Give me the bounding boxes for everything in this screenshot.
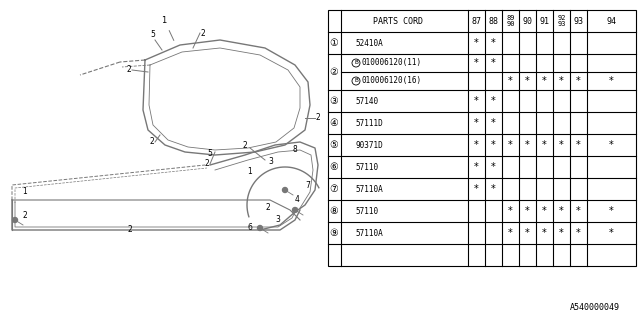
Text: 57110A: 57110A xyxy=(355,185,383,194)
Text: *: * xyxy=(559,206,564,216)
Text: 2: 2 xyxy=(243,140,248,149)
Text: ⑧: ⑧ xyxy=(330,206,339,216)
Text: 4: 4 xyxy=(294,196,300,204)
Text: *: * xyxy=(491,162,496,172)
Text: *: * xyxy=(491,118,496,128)
Text: ⑤: ⑤ xyxy=(330,140,339,150)
Text: 93: 93 xyxy=(573,17,584,26)
Text: 2: 2 xyxy=(127,66,131,75)
Text: B: B xyxy=(354,60,358,66)
Text: 5: 5 xyxy=(207,148,212,157)
Circle shape xyxy=(292,207,298,212)
Text: *: * xyxy=(525,140,530,150)
Text: 92: 92 xyxy=(557,15,566,21)
Text: 5: 5 xyxy=(150,30,156,39)
Text: *: * xyxy=(474,96,479,106)
Text: *: * xyxy=(508,206,513,216)
Text: *: * xyxy=(474,140,479,150)
Text: 2: 2 xyxy=(200,28,205,37)
Text: *: * xyxy=(491,58,496,68)
Text: 3: 3 xyxy=(268,157,273,166)
Text: 52410A: 52410A xyxy=(355,38,383,47)
Text: 57140: 57140 xyxy=(355,97,378,106)
Text: *: * xyxy=(508,140,513,150)
Text: 91: 91 xyxy=(540,17,550,26)
Text: 010006120(16): 010006120(16) xyxy=(362,76,422,85)
Text: 1: 1 xyxy=(22,188,28,196)
Text: *: * xyxy=(609,228,614,238)
Text: *: * xyxy=(525,76,530,86)
Text: *: * xyxy=(525,206,530,216)
Text: *: * xyxy=(576,76,581,86)
Text: *: * xyxy=(559,140,564,150)
Text: 57111D: 57111D xyxy=(355,118,383,127)
Text: *: * xyxy=(542,228,547,238)
Text: 2: 2 xyxy=(22,212,28,220)
Text: *: * xyxy=(525,228,530,238)
Text: ⑦: ⑦ xyxy=(330,184,339,194)
Text: *: * xyxy=(609,206,614,216)
Text: *: * xyxy=(609,76,614,86)
Text: *: * xyxy=(576,228,581,238)
Text: 7: 7 xyxy=(305,180,310,189)
Text: 8: 8 xyxy=(292,146,298,155)
Text: ⑨: ⑨ xyxy=(330,228,339,238)
Text: 6: 6 xyxy=(248,223,252,233)
Text: *: * xyxy=(576,206,581,216)
Text: 1: 1 xyxy=(161,16,166,25)
Text: 90371D: 90371D xyxy=(355,140,383,149)
Text: *: * xyxy=(508,228,513,238)
Text: ⑥: ⑥ xyxy=(330,162,339,172)
Text: *: * xyxy=(491,140,496,150)
Text: 2: 2 xyxy=(150,138,154,147)
Text: 010006120(11): 010006120(11) xyxy=(362,59,422,68)
Text: A540000049: A540000049 xyxy=(570,303,620,312)
Text: 90: 90 xyxy=(522,17,532,26)
Text: *: * xyxy=(576,140,581,150)
Circle shape xyxy=(13,218,17,222)
Text: 1: 1 xyxy=(248,167,252,177)
Text: *: * xyxy=(474,58,479,68)
Circle shape xyxy=(282,188,287,193)
Text: *: * xyxy=(474,118,479,128)
Text: 57110: 57110 xyxy=(355,163,378,172)
Text: 2: 2 xyxy=(127,225,132,234)
Text: *: * xyxy=(491,38,496,48)
Text: *: * xyxy=(474,38,479,48)
Text: 89: 89 xyxy=(506,15,515,21)
Text: B: B xyxy=(354,78,358,84)
Text: ④: ④ xyxy=(330,118,339,128)
Text: 3: 3 xyxy=(276,215,280,225)
Text: *: * xyxy=(559,228,564,238)
Text: 57110A: 57110A xyxy=(355,228,383,237)
Text: ①: ① xyxy=(330,38,339,48)
Text: 57110: 57110 xyxy=(355,206,378,215)
Text: *: * xyxy=(491,96,496,106)
Text: ③: ③ xyxy=(330,96,339,106)
Circle shape xyxy=(257,226,262,230)
Text: 2: 2 xyxy=(205,159,209,169)
Text: 2: 2 xyxy=(266,204,270,212)
Text: ②: ② xyxy=(330,67,339,77)
Text: 94: 94 xyxy=(607,17,616,26)
Text: *: * xyxy=(474,184,479,194)
Text: *: * xyxy=(542,206,547,216)
Text: *: * xyxy=(542,76,547,86)
Text: 93: 93 xyxy=(557,21,566,27)
Text: 87: 87 xyxy=(472,17,481,26)
Text: *: * xyxy=(474,162,479,172)
Text: PARTS CORD: PARTS CORD xyxy=(373,17,423,26)
Text: 88: 88 xyxy=(488,17,499,26)
Text: 2: 2 xyxy=(316,114,321,123)
Text: *: * xyxy=(559,76,564,86)
Text: *: * xyxy=(508,76,513,86)
Text: *: * xyxy=(542,140,547,150)
Text: 90: 90 xyxy=(506,21,515,27)
Text: *: * xyxy=(491,184,496,194)
Text: *: * xyxy=(609,140,614,150)
